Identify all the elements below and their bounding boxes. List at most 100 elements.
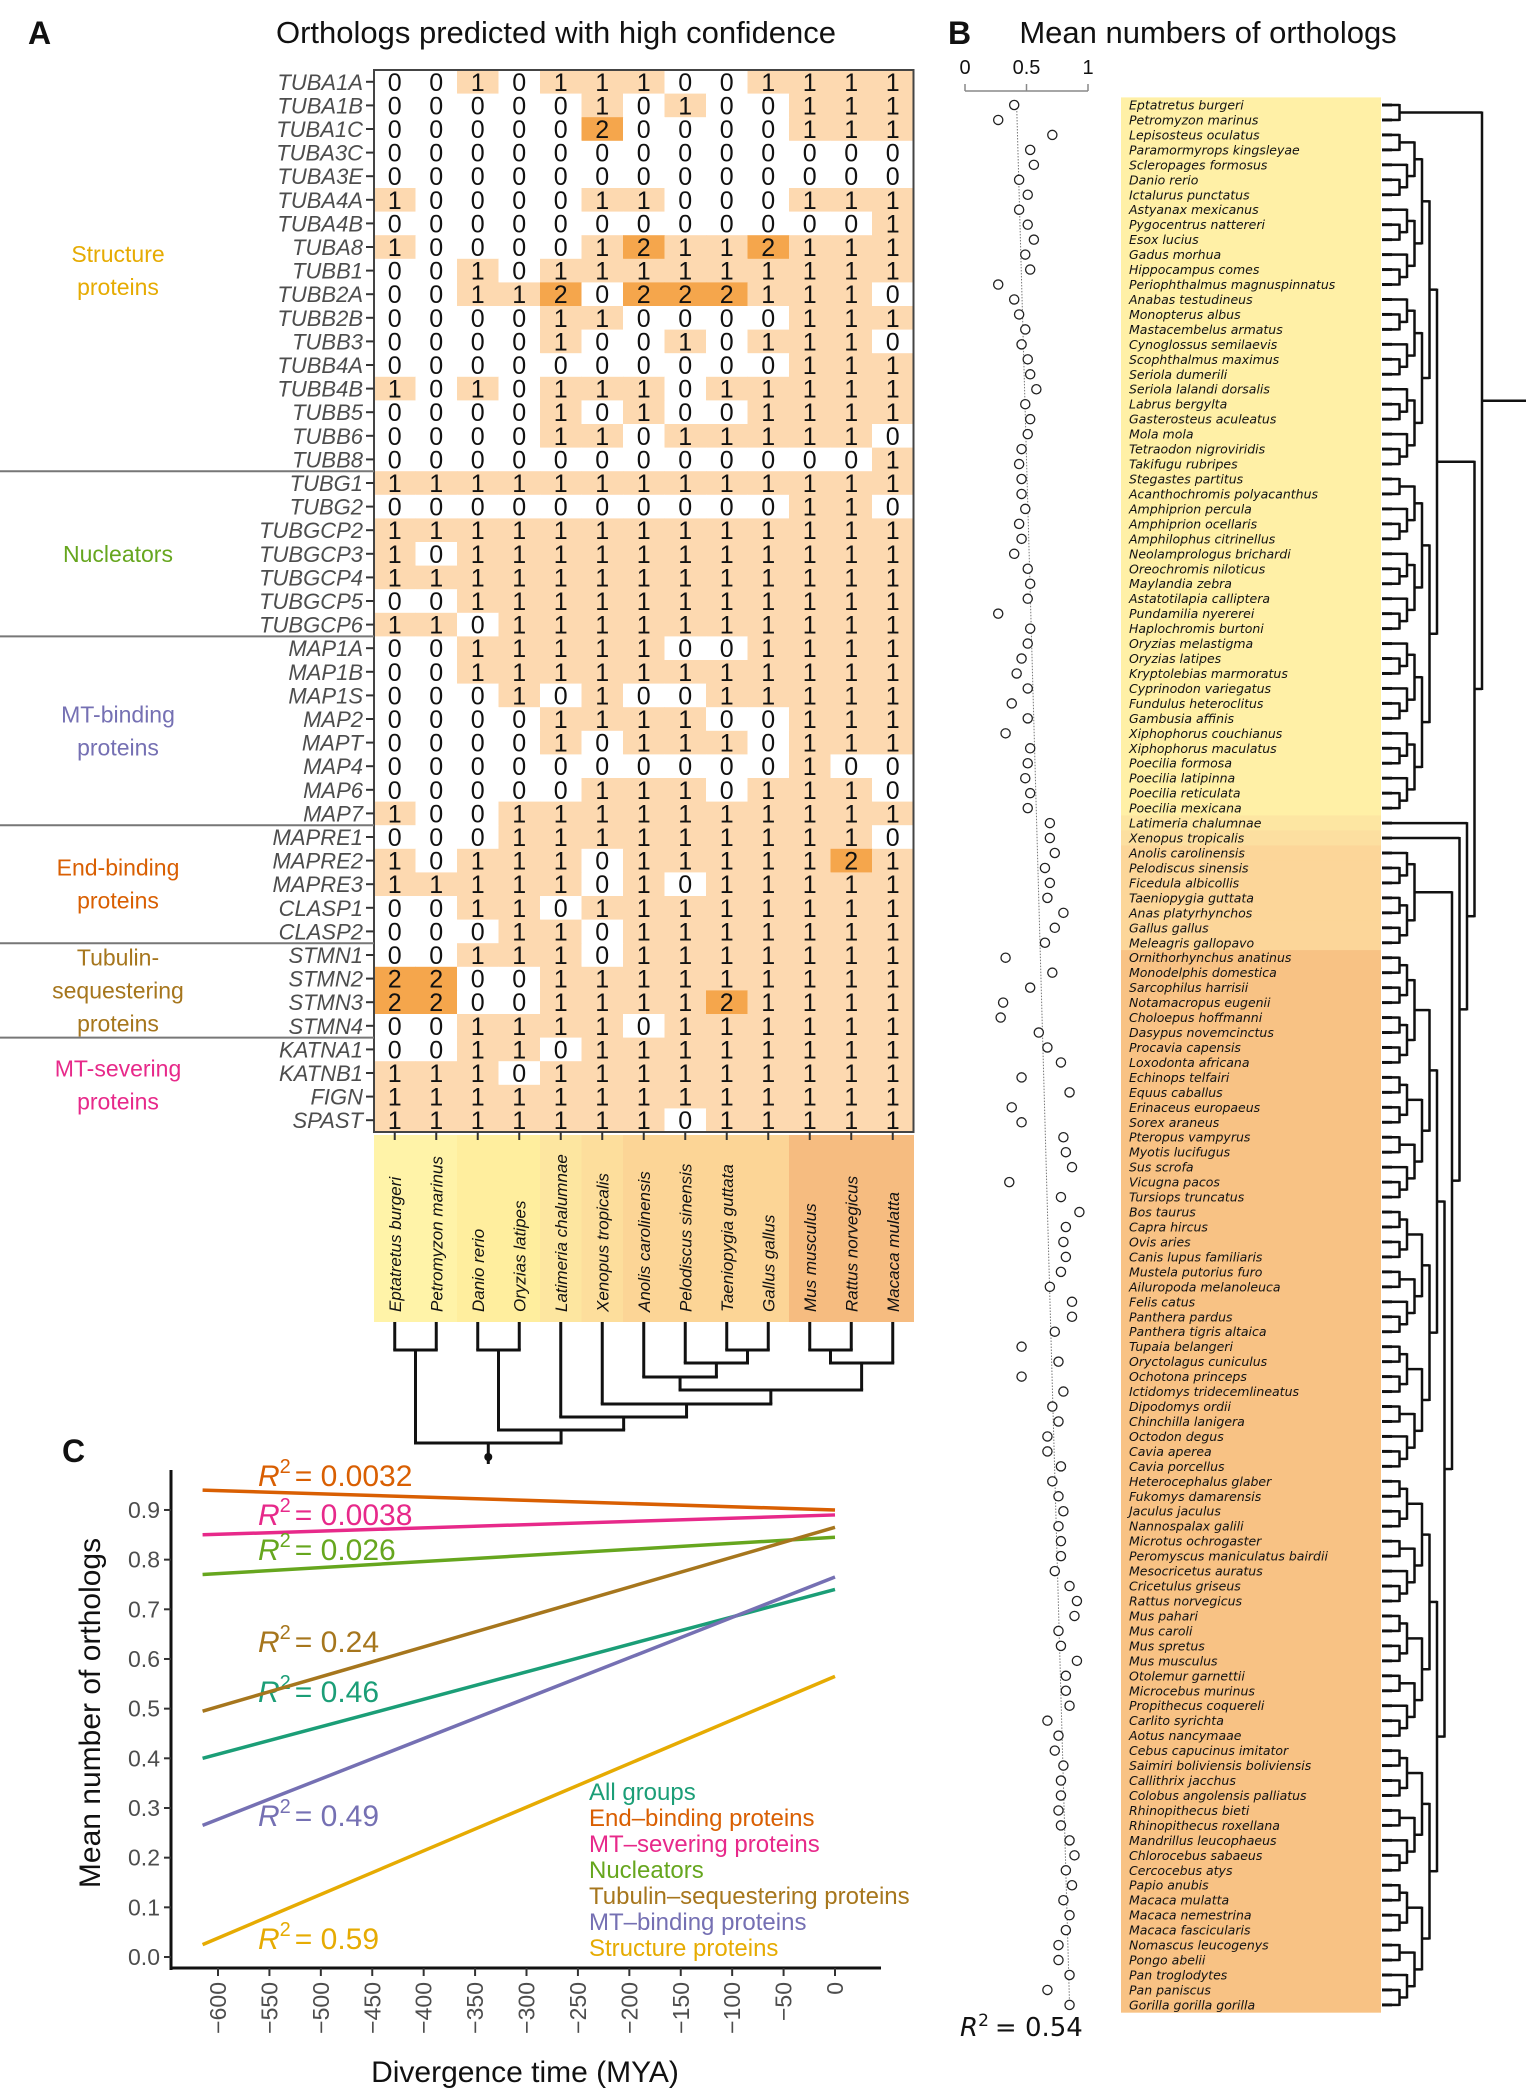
heatmap-cell [872,683,914,708]
species-label: Tetraodon nigroviridis [1129,442,1266,457]
species-label: Mastacembelus armatus [1129,322,1283,337]
y-tick-label: 0.8 [128,1547,160,1573]
heatmap-cell [664,1084,707,1109]
heatmap-cell-value: 1 [388,376,402,404]
heatmap-cell [581,872,624,897]
heatmap-cell [457,565,499,590]
heatmap-cell-value: 1 [761,918,775,946]
r2-symbol: R [258,1800,280,1833]
heatmap-cell [830,400,873,425]
species-dot [1022,713,1033,724]
heatmap-cell-value: 0 [388,399,402,427]
heatmap-cell [415,353,458,378]
heatmap-cell-value: 0 [512,140,526,168]
heatmap-cell-value: 2 [678,281,692,309]
heatmap-cell [374,943,416,968]
heatmap-cell-value: 1 [637,541,651,569]
species-dot [1053,1939,1064,1951]
x-tick-label: −50 [771,1982,797,2021]
heatmap-cell-value: 1 [720,1084,734,1112]
species-dot [1049,1565,1061,1577]
heatmap-cell [415,919,458,944]
species-label: Pan paniscus [1129,1982,1211,1997]
species-dot [1058,1131,1069,1143]
heatmap-cell [498,518,541,543]
heatmap-cell [706,306,748,331]
heatmap-cell [664,683,707,708]
heatmap-cell [623,1014,665,1039]
heatmap-cell [457,376,499,401]
heatmap-cell-value: 0 [388,328,402,356]
heatmap-cell [830,1014,873,1039]
heatmap-cell-value: 0 [554,187,568,215]
heatmap-cell [623,400,665,425]
species-band [498,1135,541,1322]
heatmap-cell [498,471,541,496]
heatmap-cell [415,447,458,472]
heatmap-cell-value: 1 [844,494,858,522]
species-label: Ochotona princeps [1129,1369,1247,1384]
heatmap-cell-value: 1 [761,824,775,852]
heatmap-cell [415,376,458,401]
species-label: Dasypus novemcinctus [1129,1025,1274,1040]
species-label: Scleropages formosus [1129,157,1268,172]
heatmap-cell [789,70,831,95]
heatmap-cell-value: 0 [595,848,609,876]
species-label: Haplochromis burtoni [1129,621,1264,636]
species-dot [1024,264,1036,275]
heatmap-cell [498,754,541,779]
heatmap-cell [830,211,873,236]
heatmap-cell-value: 0 [429,1013,443,1041]
heatmap-cell-value: 1 [554,612,568,640]
r2-symbol: R [258,1923,280,1956]
heatmap-cell-value: 1 [637,895,651,923]
species-label: Maylandia zebra [1129,576,1232,591]
x-tick-label: 0 [822,1982,848,1995]
heatmap-cell [664,1108,707,1133]
r2-label: R2 = 0.59 [258,1919,379,1956]
heatmap-cell-value: 1 [886,1036,900,1064]
heatmap-cell-value: 1 [844,281,858,309]
heatmap-cell [623,494,665,519]
species-dot [1055,1191,1067,1203]
species-dot [1042,1431,1053,1442]
heatmap-cell-value: 0 [512,69,526,97]
species-label: Gallus gallus [1129,920,1209,935]
heatmap-cell [498,966,541,991]
heatmap-cell [457,754,499,779]
heatmap-cell [457,258,499,283]
heatmap-cell-value: 1 [803,895,817,923]
heatmap-cell [706,660,748,685]
heatmap-cell [664,825,707,850]
heatmap-cell [540,542,582,567]
group-label: Nucleators [63,541,173,567]
r2-value: = 0.0038 [295,1499,413,1532]
heatmap-cell [540,140,582,165]
heatmap-cell [706,164,748,189]
heatmap-cell-value: 1 [803,966,817,994]
heatmap-cell-value: 2 [637,281,651,309]
heatmap-cell-value: 0 [595,446,609,474]
heatmap-cell [540,164,582,189]
heatmap-cell-value: 1 [388,517,402,545]
heatmap-cell [664,518,707,543]
heatmap-cell-value: 0 [761,753,775,781]
species-label: Amphiprion percula [1128,501,1252,516]
heatmap-cell-value: 1 [512,824,526,852]
heatmap-cell-value: 1 [595,541,609,569]
heatmap-cell-value: 1 [844,966,858,994]
heatmap-cell [830,612,873,637]
heatmap-cell [664,188,707,213]
heatmap-cell-value: 1 [637,187,651,215]
heatmap-cell-value: 1 [595,564,609,592]
species-dot [1028,159,1040,171]
heatmap-cell [830,801,873,826]
heatmap-cell-value: 0 [637,494,651,522]
heatmap-cell [457,329,499,354]
gene-label: TUBA4A [277,188,363,213]
heatmap-cell-value: 1 [886,187,900,215]
heatmap-cell-value: 1 [595,234,609,262]
heatmap-cell-value: 0 [844,140,858,168]
heatmap-cell-value: 1 [554,541,568,569]
heatmap-cell-value: 0 [595,140,609,168]
